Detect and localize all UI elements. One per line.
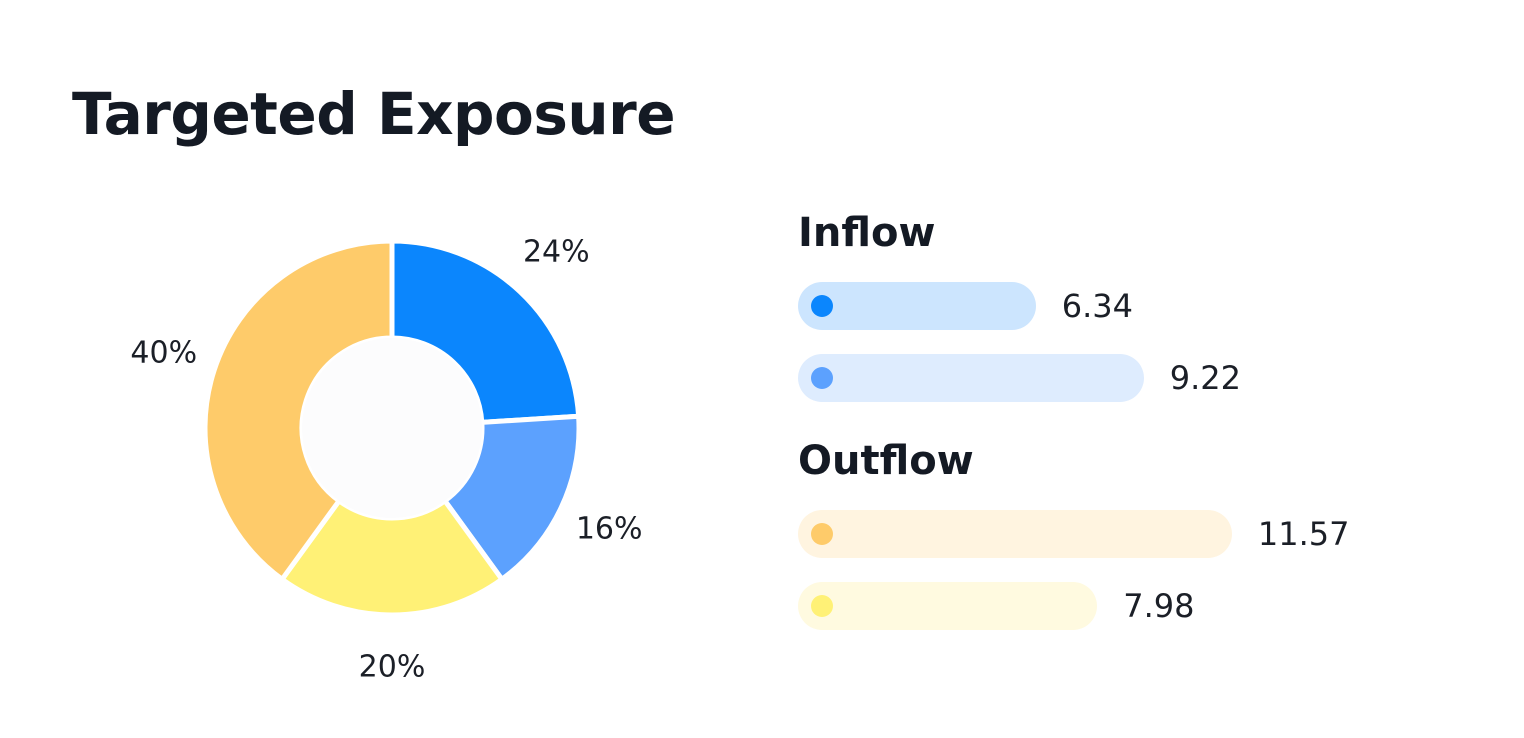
outflow-bar-1-value: 11.57 [1257, 515, 1350, 553]
inflow-title: Inflow [798, 210, 936, 256]
chart-title: Targeted Exposure [72, 80, 676, 148]
outflow-bar-2-value: 7.98 [1123, 587, 1195, 625]
inflow-bar-1 [798, 282, 1036, 330]
donut-slice-label-2: 16% [576, 512, 643, 547]
donut-chart: 24% 16% 20% 40% [130, 235, 643, 685]
inflow-bar-2-value: 9.22 [1169, 359, 1241, 397]
donut-hole [302, 338, 482, 518]
inflow-bar-1-dot [811, 295, 833, 317]
donut-slice-label-1: 24% [523, 235, 590, 270]
outflow-bar-1 [798, 510, 1232, 558]
outflow-bar-1-dot [811, 523, 833, 545]
inflow-bar-2 [798, 354, 1144, 402]
donut-slice-label-4: 40% [130, 335, 197, 370]
outflow-bar-2-dot [811, 595, 833, 617]
donut-slice-3 [279, 498, 505, 618]
inflow-bar-1-value: 6.34 [1061, 287, 1133, 325]
outflow-bar-2 [798, 582, 1098, 630]
inflow-bar-2-dot [811, 367, 833, 389]
outflow-title: Outflow [798, 438, 974, 484]
donut-slice-label-3: 20% [359, 650, 426, 685]
